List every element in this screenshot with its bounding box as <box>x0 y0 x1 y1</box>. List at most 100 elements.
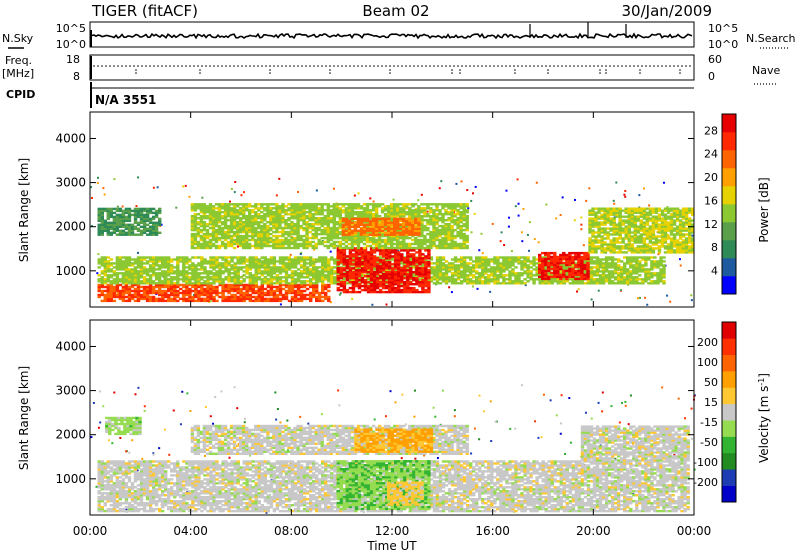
data-cell <box>137 208 140 210</box>
data-cell <box>523 270 526 272</box>
data-cell <box>590 266 593 268</box>
data-cell <box>152 296 155 298</box>
data-cell <box>343 267 346 269</box>
data-cell <box>352 281 355 283</box>
data-cell <box>421 257 424 259</box>
data-cell <box>624 190 626 192</box>
data-cell <box>197 262 200 264</box>
data-cell <box>110 262 113 264</box>
freq-dot <box>169 65 171 67</box>
nave-dot <box>679 72 681 74</box>
data-cell <box>593 278 596 280</box>
data-cell <box>179 292 182 294</box>
data-cell <box>324 203 327 205</box>
data-cell <box>117 292 119 294</box>
data-cell <box>173 258 176 260</box>
freq-dot <box>633 65 635 67</box>
data-cell <box>125 256 128 258</box>
data-cell <box>116 294 119 296</box>
data-cell <box>146 224 149 226</box>
data-cell <box>188 272 191 274</box>
freq-dot <box>181 65 183 67</box>
data-cell <box>149 274 152 276</box>
data-cell <box>278 231 281 233</box>
data-cell <box>442 262 445 264</box>
data-cell <box>647 282 650 284</box>
data-cell <box>164 290 167 292</box>
data-cell <box>544 252 547 254</box>
data-cell <box>303 256 306 258</box>
data-cell <box>227 219 230 221</box>
data-cell <box>315 266 318 268</box>
freq-dot <box>645 65 647 67</box>
data-cell <box>272 207 275 209</box>
data-cell <box>242 235 245 237</box>
data-cell <box>493 266 496 268</box>
data-cell <box>514 272 517 274</box>
data-cell <box>175 207 177 209</box>
data-cell <box>324 284 327 286</box>
data-cell <box>318 207 321 209</box>
data-cell <box>300 270 303 272</box>
data-cell <box>146 278 149 280</box>
data-cell <box>209 282 212 284</box>
data-cell <box>266 225 269 227</box>
data-cell <box>316 189 318 191</box>
data-cell <box>635 256 638 258</box>
data-cell <box>318 270 321 272</box>
data-cell <box>330 266 333 268</box>
freq-dot <box>309 65 311 67</box>
data-cell <box>367 281 370 283</box>
nave-dot <box>459 69 461 71</box>
freq-dot <box>481 65 483 67</box>
data-cell <box>659 256 662 258</box>
data-cell <box>397 251 400 253</box>
data-cell <box>303 276 306 278</box>
data-cell <box>394 287 397 289</box>
data-cell <box>191 233 194 235</box>
data-cell <box>371 304 373 306</box>
noise-trace <box>91 22 692 47</box>
freq-dot <box>477 65 479 67</box>
data-cell <box>576 291 578 293</box>
data-cell <box>427 281 430 283</box>
data-cell <box>261 256 264 258</box>
data-cell <box>632 276 635 278</box>
data-cell <box>170 276 173 278</box>
data-cell <box>354 195 356 197</box>
nave-dot <box>514 72 516 74</box>
data-cell <box>254 239 257 241</box>
data-cell <box>294 290 297 292</box>
data-cell <box>376 277 379 279</box>
data-cell <box>632 264 635 266</box>
data-cell <box>140 226 143 228</box>
data-cell <box>352 259 355 261</box>
data-cell <box>650 280 653 282</box>
freq-dot <box>421 65 423 67</box>
data-cell <box>487 274 490 276</box>
data-cell <box>538 264 541 266</box>
nave-dot <box>605 72 607 74</box>
data-cell <box>240 276 243 278</box>
data-cell <box>125 208 128 210</box>
data-cell <box>409 261 412 263</box>
data-cell <box>98 266 101 268</box>
data-cell <box>252 300 255 302</box>
freq-dot <box>197 65 199 67</box>
data-cell <box>382 259 385 261</box>
data-cell <box>200 282 203 284</box>
data-cell <box>321 203 324 205</box>
data-cell <box>451 258 454 260</box>
data-cell <box>98 278 101 280</box>
data-cell <box>269 207 272 209</box>
data-cell <box>299 243 302 245</box>
data-cell <box>511 256 514 258</box>
freq-dot <box>549 65 551 67</box>
data-cell <box>620 260 623 262</box>
data-cell <box>692 235 694 237</box>
data-cell <box>520 260 523 262</box>
data-cell <box>469 278 472 280</box>
data-cell <box>288 256 291 258</box>
data-cell <box>149 208 152 210</box>
data-cell <box>340 267 343 269</box>
